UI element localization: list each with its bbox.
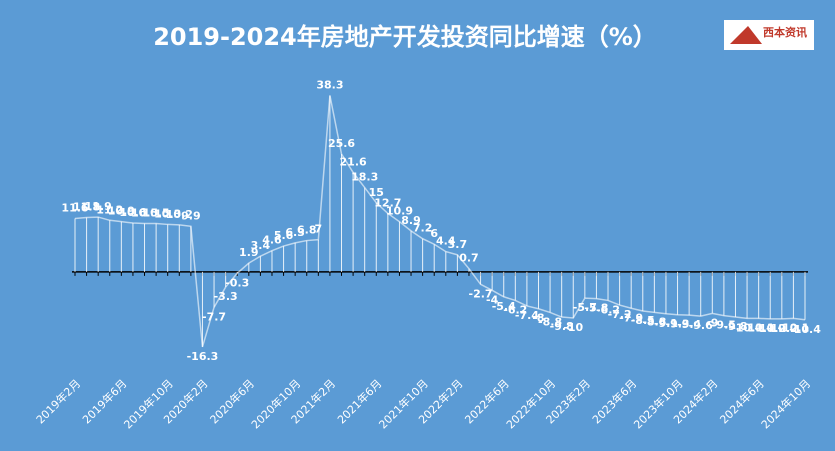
chart-title: 2019-2024年房地产开发投资同比增速（%）: [153, 23, 657, 51]
value-label: -8.8: [642, 315, 666, 328]
logo: 西本资讯: [724, 20, 814, 50]
value-label: 3.7: [448, 238, 468, 251]
value-label: 10.3: [154, 207, 181, 220]
value-label: -10: [563, 321, 583, 334]
value-label: -5.4: [492, 300, 516, 313]
value-label: -16.3: [187, 350, 219, 363]
value-label: 0.7: [459, 252, 479, 265]
value-label: -2.7: [469, 287, 493, 300]
value-label: -6.2: [596, 303, 620, 316]
value-label: 10.5: [143, 207, 170, 220]
value-label: 10.5: [131, 207, 158, 220]
value-label: -4: [486, 293, 499, 306]
value-label: 5.6: [274, 229, 294, 242]
value-label: 10.6: [119, 206, 146, 219]
value-label: -8: [532, 312, 544, 325]
value-label: -10.1: [778, 321, 810, 334]
value-label: 11.8: [73, 201, 100, 214]
value-label: -5.7: [573, 301, 597, 314]
value-label: 11.9: [85, 200, 112, 213]
value-label: -9.5: [712, 319, 736, 332]
value-label: -10.2: [754, 322, 786, 335]
data-line: [74, 95, 806, 348]
value-label: 4.4: [436, 235, 456, 248]
value-label: 6.3: [285, 226, 305, 239]
value-label: 6.8: [297, 224, 317, 237]
value-label: -9.8: [723, 320, 747, 333]
value-label: 12.7: [374, 196, 401, 209]
value-label: -9.8: [550, 320, 574, 333]
value-label: -10.4: [789, 323, 821, 336]
value-label: 21.6: [340, 155, 367, 168]
value-label: 7.2: [413, 222, 433, 235]
value-label: -10.1: [731, 321, 763, 334]
value-label: 15: [369, 186, 384, 199]
value-label: 10.9: [386, 205, 413, 218]
value-label: -6.2: [503, 303, 527, 316]
value-label: -9.4: [677, 318, 701, 331]
value-label: 10.9: [108, 205, 135, 218]
value-label: -10.1: [743, 321, 775, 334]
value-label: -9.1: [654, 317, 678, 330]
value-label: -5.8: [584, 302, 608, 315]
value-label: 8.9: [401, 214, 421, 227]
value-label: 3.4: [251, 239, 271, 252]
value-label: 18.3: [351, 171, 378, 184]
logo-text: 西本资讯: [763, 25, 807, 39]
logo-icon: [730, 26, 762, 44]
value-label: 6: [430, 227, 438, 240]
value-label: -7.7: [202, 310, 226, 323]
value-label: 11.2: [96, 203, 123, 216]
value-label: -7.4: [515, 309, 539, 322]
value-label: -8.5: [631, 314, 655, 327]
value-label: 4.6: [262, 234, 282, 247]
value-label: 11.6: [61, 201, 88, 214]
value-label: -9: [706, 316, 718, 329]
value-label: 7: [315, 223, 323, 236]
value-label: 9.9: [181, 209, 201, 222]
value-label: -3.3: [214, 290, 238, 303]
value-label: -9.6: [689, 319, 713, 332]
value-label: -8.8: [538, 315, 562, 328]
value-label: 38.3: [316, 78, 343, 91]
value-label: -7.2: [608, 308, 632, 321]
value-label: 10.2: [166, 208, 193, 221]
value-label: -10.2: [766, 322, 798, 335]
value-label: 25.6: [328, 137, 355, 150]
value-label: -9.3: [666, 318, 690, 331]
value-label: -7.9: [619, 311, 643, 324]
value-label: 1.9: [239, 246, 259, 259]
